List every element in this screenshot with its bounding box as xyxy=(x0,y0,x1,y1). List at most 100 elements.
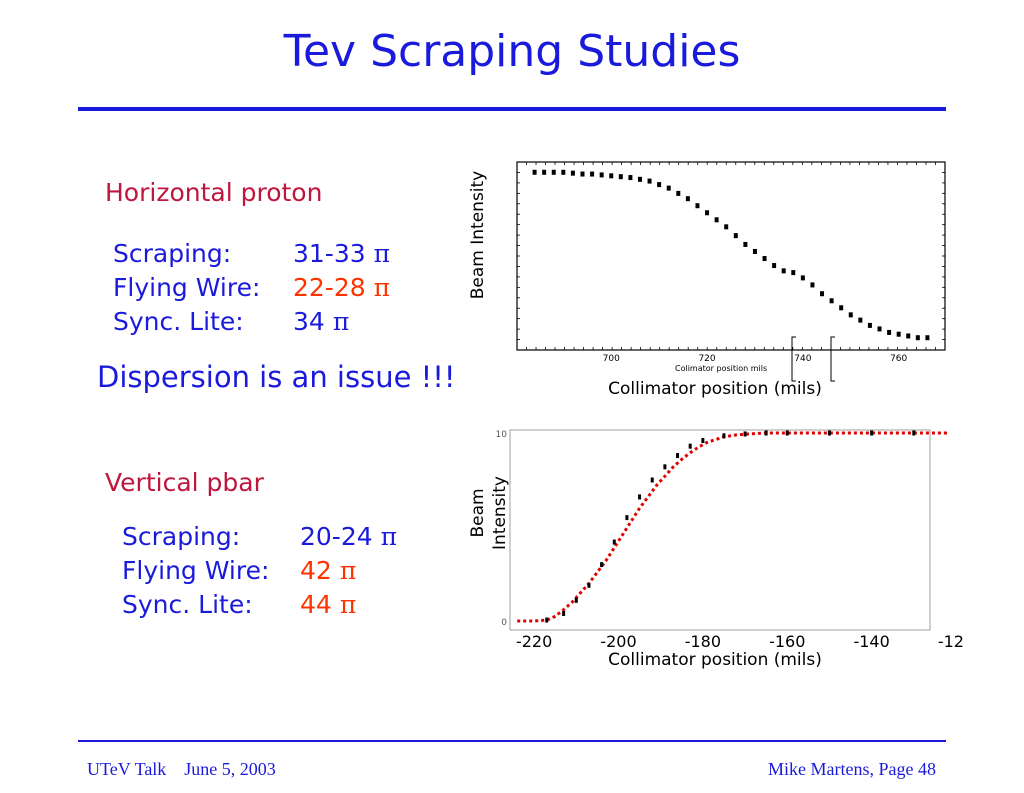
chart1-data-point xyxy=(781,268,786,274)
row-value: 31-33 xyxy=(293,239,366,268)
chart1-data-point xyxy=(848,312,853,318)
horizontal-emittance-table: Scraping: 31-33 π Flying Wire: 22-28 π S… xyxy=(113,237,390,339)
chart1-data-point xyxy=(590,171,595,177)
chart1-data-point xyxy=(542,169,547,175)
chart2-data-point xyxy=(625,515,629,521)
horizontal-scraping-chart: Beam Intensity 700 720 740 760 Colimator po… xyxy=(468,161,946,399)
chart1-data-point xyxy=(820,291,825,297)
chart2-data-point xyxy=(663,464,667,470)
chart1-x-tick-label: 700 xyxy=(603,354,620,364)
chart1-data-point xyxy=(618,174,623,180)
chart2-data-point xyxy=(600,562,604,568)
chart1-data-point xyxy=(829,298,834,304)
chart1-data-point xyxy=(628,175,633,181)
chart1-ylabel: Beam Intensity xyxy=(468,171,488,300)
chart1-data-point xyxy=(877,326,882,332)
chart1-data-point xyxy=(532,169,537,175)
chart1-data-point xyxy=(810,282,815,288)
chart1-data-point xyxy=(580,171,585,177)
chart1-data-point xyxy=(839,305,844,311)
chart1-data-point xyxy=(637,176,642,182)
chart1-data-point xyxy=(733,233,738,239)
chart1-data-point xyxy=(925,335,930,341)
chart1-x-tick-label: 740 xyxy=(794,354,811,364)
chart1-data-point xyxy=(676,190,681,196)
chart2-x-tick-label: -200 xyxy=(600,632,636,651)
chart1-data-point xyxy=(772,263,777,269)
chart1-data-point xyxy=(915,335,920,341)
chart1-x-tick-label: 760 xyxy=(890,354,907,364)
chart2-data-point xyxy=(743,431,747,437)
chart1-data-point xyxy=(647,178,652,184)
chart2-xlabel: Collimator position (mils) xyxy=(608,650,822,670)
dispersion-note: Dispersion is an issue !!! xyxy=(97,360,456,394)
chart1-minor-ticks xyxy=(516,161,946,351)
chart1-left-bracket xyxy=(791,336,796,382)
chart2-x-tick-label: -160 xyxy=(769,632,805,651)
chart1-points xyxy=(532,169,930,341)
chart1-data-point xyxy=(570,170,575,176)
footer-left: UTeV Talk June 5, 2003 xyxy=(87,759,276,779)
chart1-data-point xyxy=(666,185,671,191)
chart1-data-point xyxy=(791,270,796,276)
row-label: Flying Wire: xyxy=(122,556,270,585)
chart2-ylabel-line1: Beam xyxy=(468,488,488,537)
row-label: Sync. Lite: xyxy=(122,590,253,619)
chart1-data-point xyxy=(743,241,748,247)
chart1-data-point xyxy=(561,169,566,175)
vertical-row-flying-wire: Flying Wire: 42 π xyxy=(122,554,397,588)
vertical-emittance-table: Scraping: 20-24 π Flying Wire: 42 π Sync… xyxy=(122,520,397,622)
horizontal-row-scraping: Scraping: 31-33 π xyxy=(113,237,390,271)
chart1-right-bracket xyxy=(830,336,835,382)
slide-title: Tev Scraping Studies xyxy=(283,26,741,77)
vertical-scraping-chart: Beam Intensity 010 -220 -200 -180 -160 -140-… xyxy=(468,429,965,670)
pi-symbol: π xyxy=(339,590,357,619)
horizontal-heading: Horizontal proton xyxy=(105,178,323,207)
row-value: 22-28 xyxy=(293,273,366,302)
chart2-data-point xyxy=(587,582,591,588)
chart1-data-point xyxy=(867,322,872,328)
chart1-data-point xyxy=(705,210,710,216)
chart1-data-point xyxy=(887,329,892,335)
chart2-x-tick-label: -180 xyxy=(685,632,721,651)
chart1-data-point xyxy=(724,224,729,230)
vertical-row-scraping: Scraping: 20-24 π xyxy=(122,520,397,554)
chart1-data-point xyxy=(657,182,662,188)
row-label: Scraping: xyxy=(122,522,241,551)
chart1-inner-xlabel: Colimator position mils xyxy=(675,364,767,373)
chart2-data-point xyxy=(722,433,726,439)
chart2-data-point xyxy=(688,443,692,449)
pi-symbol: π xyxy=(373,273,391,302)
row-value: 44 xyxy=(300,590,332,619)
chart1-data-point xyxy=(599,172,604,178)
footer-divider xyxy=(78,740,946,742)
chart1-data-point xyxy=(858,317,863,323)
chart2-data-point xyxy=(612,539,616,545)
chart1-data-point xyxy=(896,331,901,337)
row-value: 42 xyxy=(300,556,332,585)
chart2-x-tick-label: -220 xyxy=(516,632,552,651)
row-label: Flying Wire: xyxy=(113,273,261,302)
pi-symbol: π xyxy=(332,307,350,336)
chart2-data-point xyxy=(870,430,874,436)
chart1-x-tick-label: 720 xyxy=(698,354,715,364)
chart2-data-point xyxy=(764,430,768,436)
chart1-data-point xyxy=(609,173,614,179)
chart2-data-point xyxy=(785,430,789,436)
chart2-data-point xyxy=(574,597,578,603)
chart2-data-point xyxy=(545,617,549,623)
pi-symbol: π xyxy=(373,239,391,268)
chart2-x-tick-label: -140 xyxy=(853,632,889,651)
footer-right: Mike Martens, Page 48 xyxy=(768,759,936,779)
horizontal-row-sync-lite: Sync. Lite: 34 π xyxy=(113,305,390,339)
chart2-y-ticks: 0 10 xyxy=(496,430,508,628)
chart2-data-point xyxy=(562,610,566,616)
chart2-frame xyxy=(509,429,931,631)
chart2-x-ticks: -220 -200 -180 -160 -140 -120 xyxy=(516,632,965,651)
chart1-x-ticks: 700 720 740 760 xyxy=(603,354,908,364)
chart1-data-point xyxy=(714,217,719,223)
chart2-points xyxy=(545,430,916,623)
chart2-data-point xyxy=(676,453,680,459)
chart2-data-point xyxy=(650,477,654,483)
vertical-row-sync-lite: Sync. Lite: 44 π xyxy=(122,588,397,622)
